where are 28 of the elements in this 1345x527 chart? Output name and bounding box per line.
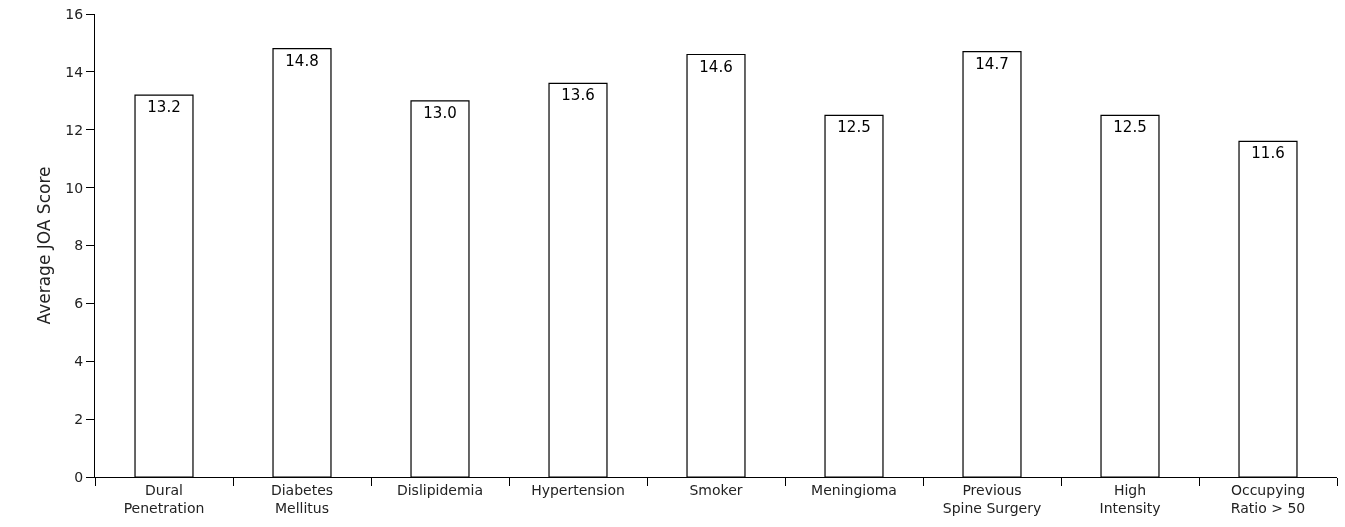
- y-tick-label: 0: [74, 468, 84, 485]
- x-tick-label: Meningioma: [811, 481, 897, 498]
- x-tick-label: Diabetes Mellitus: [270, 481, 334, 516]
- x-tick-label: High Intensity: [1099, 481, 1161, 516]
- data-label: 13.6: [561, 86, 595, 105]
- data-label: 14.7: [975, 54, 1009, 73]
- x-tick-label: Hypertension: [531, 481, 625, 498]
- x-tick-label: Occupying Ratio > 50: [1230, 481, 1306, 516]
- data-label: 14.8: [285, 51, 319, 70]
- x-tick-label: Dural Penetration: [123, 481, 205, 516]
- data-label: 11.6: [1251, 144, 1285, 163]
- data-label: 13.2: [147, 98, 181, 117]
- x-tick-label: Smoker: [689, 481, 743, 498]
- y-tick-label: 16: [65, 5, 84, 22]
- x-tick-label: Previous Spine Surgery: [942, 481, 1042, 516]
- y-tick-label: 8: [74, 237, 84, 254]
- y-tick-label: 14: [65, 63, 84, 80]
- data-label: 12.5: [1113, 118, 1147, 137]
- x-tick-label: Dislipidemia: [396, 481, 484, 498]
- y-tick-label: 4: [74, 353, 84, 370]
- y-tick-label: 2: [74, 411, 84, 428]
- y-tick-label: 12: [65, 121, 84, 138]
- y-axis-title: Average JOA Score: [33, 166, 54, 325]
- y-tick-label: 6: [74, 295, 84, 312]
- y-tick-label: 10: [65, 179, 84, 196]
- data-label: 13.0: [423, 103, 457, 122]
- data-label: 14.6: [699, 57, 733, 76]
- data-label: 12.5: [837, 118, 871, 137]
